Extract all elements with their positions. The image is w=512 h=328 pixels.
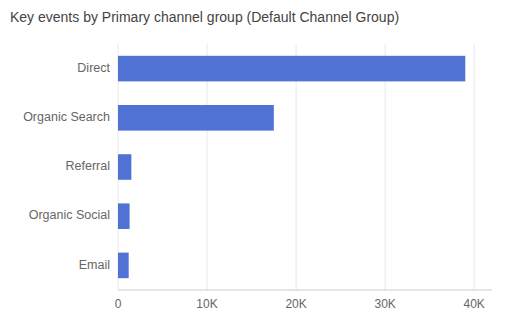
category-label: Organic Social xyxy=(29,208,110,222)
bar xyxy=(118,253,129,279)
x-tick-label: 30K xyxy=(374,297,395,311)
category-label: Email xyxy=(79,258,110,272)
category-label: Direct xyxy=(77,61,110,75)
bar xyxy=(118,154,131,180)
title: Key events by Primary channel group (Def… xyxy=(10,9,399,25)
x-tick-label: 40K xyxy=(464,297,485,311)
bar xyxy=(118,203,130,229)
chart-svg: Key events by Primary channel group (Def… xyxy=(0,0,512,328)
grid xyxy=(118,44,474,290)
category-label: Referral xyxy=(66,159,110,173)
x-axis-line xyxy=(118,290,492,291)
x-tick-label: 0 xyxy=(115,297,122,311)
x-tick-label: 10K xyxy=(196,297,217,311)
bars xyxy=(118,56,465,278)
x-ticks: 0 10K 20K 30K 40K xyxy=(115,297,485,311)
x-tick-label: 20K xyxy=(285,297,306,311)
bar xyxy=(118,105,274,131)
y-ticks: Email Organic Social Referral Organic Searc… xyxy=(23,61,110,272)
bar xyxy=(118,56,465,82)
category-label: Organic Search xyxy=(23,110,110,124)
chart-container: Key events by Primary channel group (Def… xyxy=(0,0,512,328)
grid-line xyxy=(474,44,475,290)
